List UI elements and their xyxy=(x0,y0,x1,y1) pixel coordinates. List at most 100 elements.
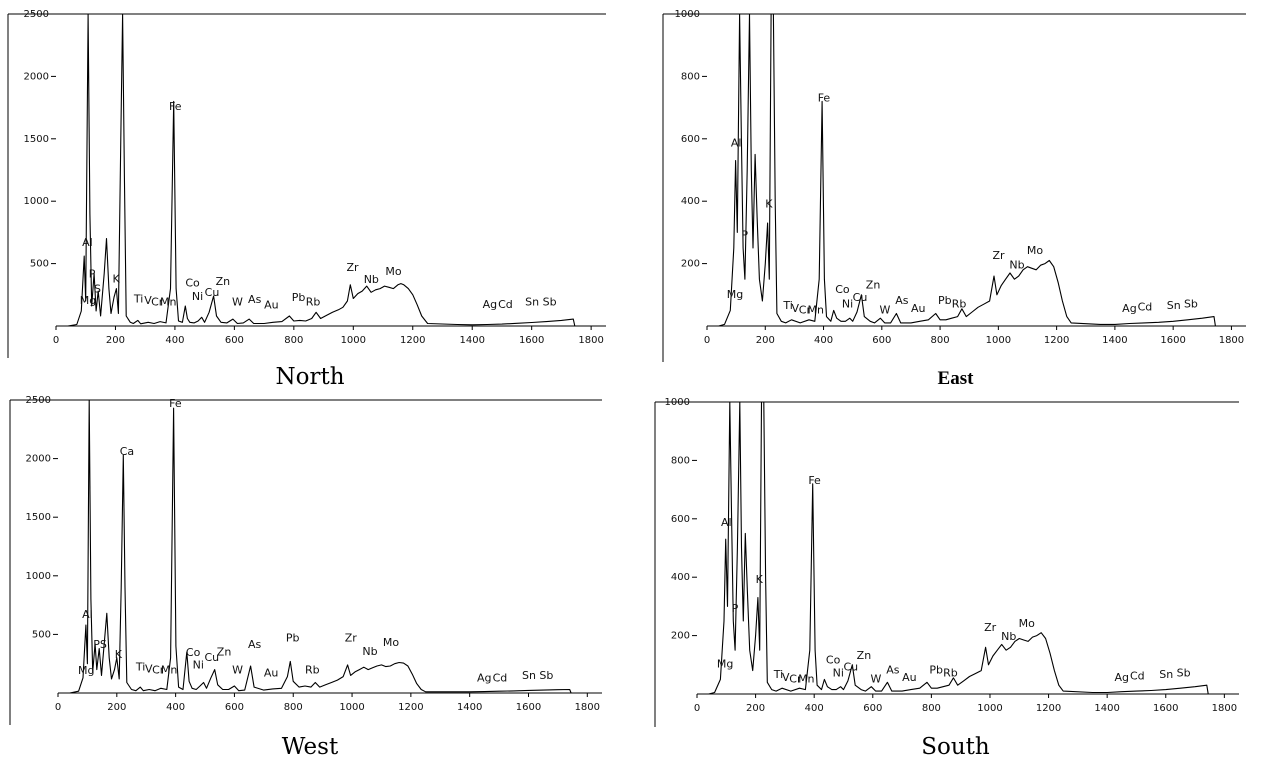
element-label-fe: Fe xyxy=(169,100,182,113)
element-label-cr: Cr xyxy=(151,295,164,308)
element-label-rb: Rb xyxy=(952,297,967,310)
spectrum-panel-east: 200 400 600 800 1000 0 200 400 600 800 1000 1200 140… xyxy=(645,0,1266,392)
y-tick-label: 2000 xyxy=(26,454,51,465)
spectrum-panel-north: 500 1000 1500 2000 2500 0 200 400 600 800 1000 1200… xyxy=(0,0,620,392)
chart-caption-north: North xyxy=(275,364,345,390)
x-tick-label: 1000 xyxy=(341,335,366,346)
element-label-v: V xyxy=(145,662,153,675)
element-label-w: W xyxy=(879,304,890,317)
x-tick-label: 0 xyxy=(694,703,700,714)
y-tick-label: 1000 xyxy=(24,196,49,207)
element-label-nb: Nb xyxy=(364,273,379,286)
element-label-fe: Fe xyxy=(818,91,831,104)
x-tick-label: 800 xyxy=(931,335,950,346)
x-tick-label: 200 xyxy=(746,703,765,714)
element-label-cr: Cr xyxy=(152,664,165,677)
element-label-k: K xyxy=(765,197,773,210)
x-tick-label: 800 xyxy=(284,702,303,713)
chart-caption-west: West xyxy=(281,734,339,760)
x-tick-label: 600 xyxy=(863,703,882,714)
spectrum-line-west xyxy=(69,399,572,694)
spectrum-panel-south: 200 400 600 800 1000 0 200 400 600 800 1000 1200 140… xyxy=(645,392,1266,760)
x-tick-label: 600 xyxy=(872,335,891,346)
y-tick-label: 600 xyxy=(671,514,690,525)
element-label-ag: Ag xyxy=(477,671,492,684)
element-label-ag: Ag xyxy=(483,298,498,311)
element-label-p: P xyxy=(89,267,96,280)
x-tick-label: 0 xyxy=(55,702,61,713)
element-label-cu: Cu xyxy=(843,661,858,674)
x-tick-label: 1200 xyxy=(400,335,425,346)
spectrum-chart-west: 500 1000 1500 2000 2500 0 200 400 600 800 1000 1200… xyxy=(9,395,602,725)
element-label-mg: Mg xyxy=(727,288,743,301)
y-tick-label: 1500 xyxy=(26,512,51,523)
element-label-cr: Cr xyxy=(799,304,812,317)
chart-caption-south: South xyxy=(921,734,990,760)
x-tick-label: 1600 xyxy=(1153,703,1178,714)
element-label-mn: Mn xyxy=(808,304,824,317)
y-tick-label: 500 xyxy=(30,259,49,270)
element-label-ni: Ni xyxy=(842,297,853,310)
element-label-sn: Sn xyxy=(525,295,539,308)
x-tick-label: 1000 xyxy=(986,335,1011,346)
element-label-ti: Ti xyxy=(773,668,783,681)
element-label-mo: Mo xyxy=(385,265,401,278)
element-label-rb: Rb xyxy=(305,664,320,677)
element-label-zn: Zn xyxy=(866,279,881,292)
element-label-sb: Sb xyxy=(543,295,557,308)
element-label-ps: PS xyxy=(93,638,107,651)
element-label-nb: Nb xyxy=(1001,630,1016,643)
element-label-ca: Ca xyxy=(120,445,134,458)
x-tick-label: 1200 xyxy=(1044,335,1069,346)
element-label-v: V xyxy=(144,294,152,307)
element-label-zn: Zn xyxy=(216,275,231,288)
element-label-co: Co xyxy=(186,646,201,659)
x-tick-label: 1200 xyxy=(398,702,423,713)
x-tick-label: 1400 xyxy=(1094,703,1119,714)
element-label-as: As xyxy=(895,294,909,307)
element-label-cu: Cu xyxy=(205,286,220,299)
element-label-au: Au xyxy=(911,302,926,315)
element-label-zn: Zn xyxy=(217,645,232,658)
x-tick-label: 1600 xyxy=(1160,335,1185,346)
element-label-v: V xyxy=(791,302,799,315)
element-label-s: S xyxy=(94,282,101,295)
element-label-fe: Fe xyxy=(169,397,182,410)
y-tick-label: 200 xyxy=(681,259,700,270)
element-label-sn: Sn xyxy=(1159,668,1173,681)
element-label-cd: Cd xyxy=(493,671,508,684)
element-label-cu: Cu xyxy=(853,291,868,304)
spectrum-chart-north: 500 1000 1500 2000 2500 0 200 400 600 800 1000 1200… xyxy=(7,9,606,358)
element-label-zn: Zn xyxy=(857,649,872,662)
y-tick-label: 1000 xyxy=(675,9,700,20)
x-tick-label: 1800 xyxy=(578,335,603,346)
element-label-k: K xyxy=(112,272,120,285)
x-tick-label: 0 xyxy=(53,335,59,346)
element-label-co: Co xyxy=(185,277,200,290)
element-label-sb: Sb xyxy=(1177,666,1191,679)
y-tick-label: 500 xyxy=(32,629,51,640)
element-label-zr: Zr xyxy=(993,249,1006,262)
element-label-sb: Sb xyxy=(539,669,553,682)
element-label-ag: Ag xyxy=(1114,671,1129,684)
x-tick-label: 200 xyxy=(756,335,775,346)
x-tick-label: 0 xyxy=(704,335,710,346)
element-label-mo: Mo xyxy=(383,636,399,649)
element-label-w: W xyxy=(870,672,881,685)
element-label-mo: Mo xyxy=(1019,617,1035,630)
element-label-rb: Rb xyxy=(306,295,321,308)
element-label-pb: Pb xyxy=(292,291,306,304)
element-label-ni: Ni xyxy=(833,666,844,679)
element-label-mg: Mg xyxy=(80,294,96,307)
element-label-cd: Cd xyxy=(1130,669,1145,682)
element-label-k: K xyxy=(115,648,123,661)
element-label-cd: Cd xyxy=(1138,300,1153,313)
spectrum-line-south xyxy=(708,401,1209,695)
element-label-pb: Pb xyxy=(938,294,952,307)
element-label-as: As xyxy=(886,664,900,677)
element-label-w: W xyxy=(232,295,243,308)
element-label-mn: Mn xyxy=(798,672,814,685)
x-tick-label: 1000 xyxy=(339,702,364,713)
y-tick-label: 200 xyxy=(671,631,690,642)
element-label-cu: Cu xyxy=(204,651,219,664)
